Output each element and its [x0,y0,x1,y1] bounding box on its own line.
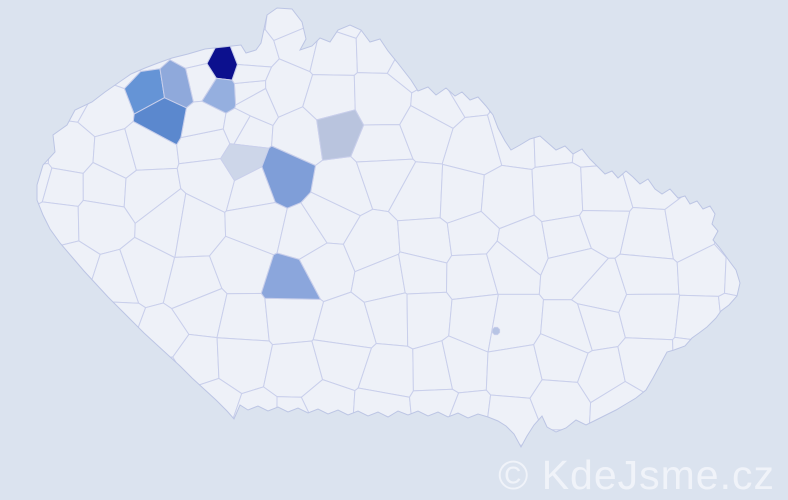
country-outline [36,7,741,449]
watermark-text: © KdeJsme.cz [498,452,775,498]
district-cell-highlighted [260,252,322,300]
district-cell [231,63,273,85]
district-cell [485,344,543,399]
district-cell-highlighted [159,59,194,109]
district-cell-highlighted [261,145,317,209]
district-cell [614,253,680,296]
small-city-district-highlight [491,326,501,336]
district-cell-highlighted [316,109,365,161]
district-cell [531,162,584,223]
district-cell [618,293,681,341]
district-cell-highlighted [201,77,237,114]
